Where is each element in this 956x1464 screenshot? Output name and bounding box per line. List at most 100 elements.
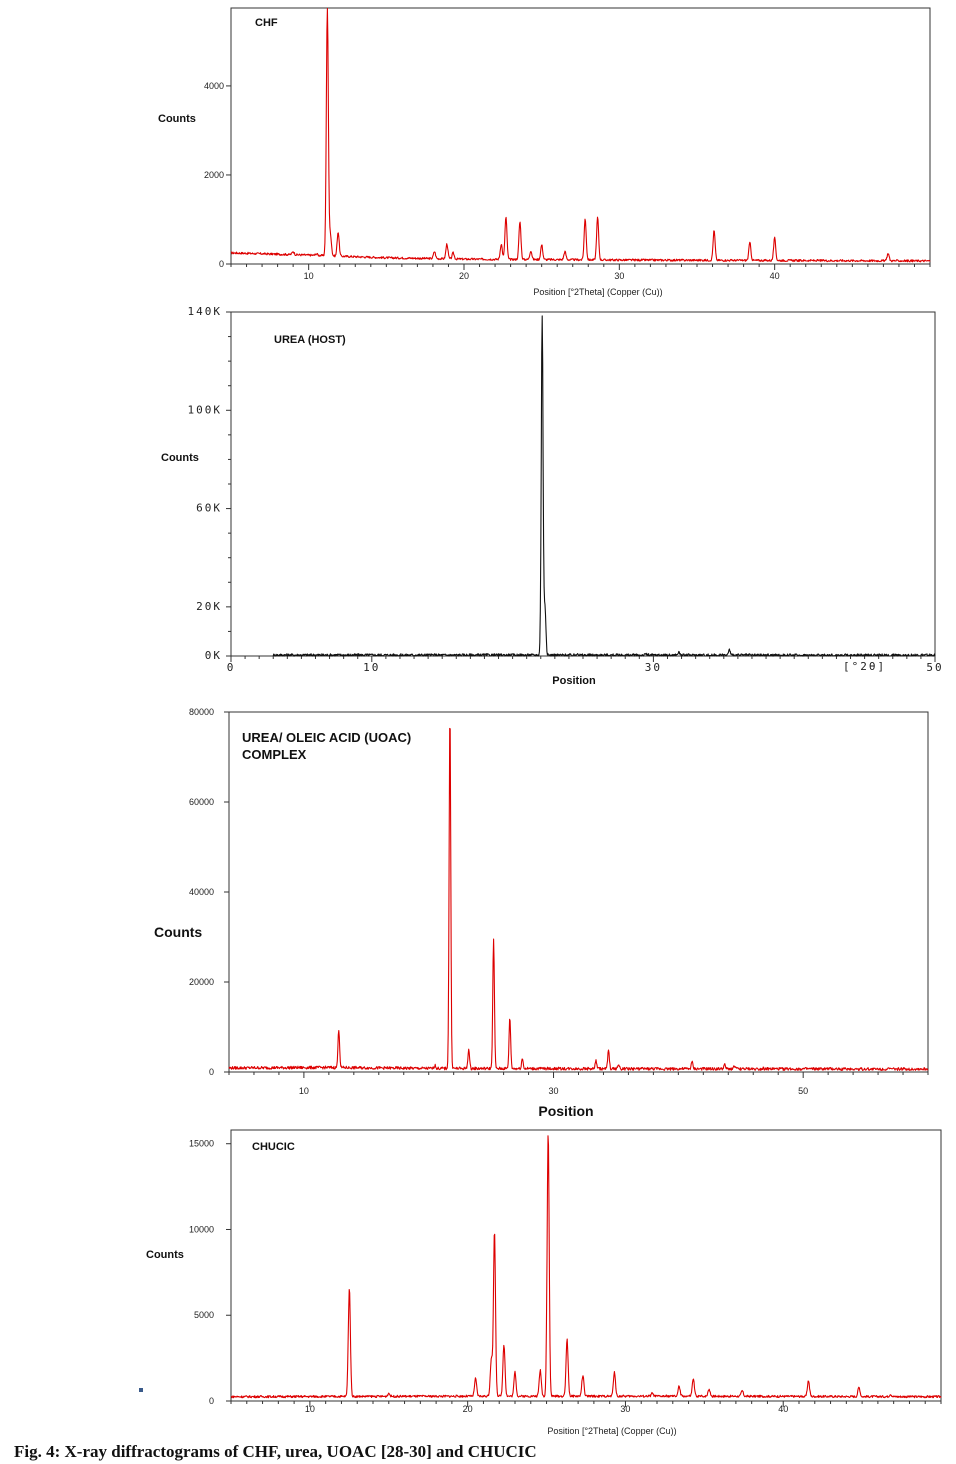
chart-title-line-1: UREA/ OLEIC ACID (UOAC) [242,730,411,745]
peak-point [693,1378,694,1379]
y-tick-label: 0 [209,1067,214,1077]
x-axis-label: Position [°2Theta] (Copper (Cu)) [533,287,662,297]
peak-point [542,316,543,317]
x-tick-label: 0 [227,661,236,674]
peak-point [434,251,435,252]
peak-point [564,251,565,252]
chart-chf: 10 20 30 40 0 2000 4000 CHF Counts Position [°… [158,7,931,297]
peak-point [888,253,889,254]
stray-marker [139,1388,143,1392]
peak-point [475,1378,476,1379]
x-tick-label: 30 [620,1404,630,1414]
x-tick-label: 10 [299,1086,309,1096]
chart-title: UREA (HOST) [274,334,346,346]
peak-point [468,1049,469,1050]
y-tick-label: 4000 [204,81,224,91]
figure-caption: Fig. 4: X-ray diffractograms of CHF, ure… [14,1442,537,1461]
plot-area: 10 20 30 40 0 2000 4000 [204,7,931,281]
peak-point [515,1371,516,1372]
peak-point [734,1065,735,1066]
y-axis-label: Counts [146,1249,184,1261]
peak-point [548,1131,549,1132]
chart-title: CHUCIC [252,1141,295,1153]
peak-point [293,251,294,252]
peak-point [530,250,531,251]
y-tick-label: 0K [205,649,222,662]
y-tick-label: 40000 [189,887,214,897]
x-tick-label: 50 [798,1086,808,1096]
peak-point [763,1067,764,1068]
peak-point [388,1393,389,1394]
plot-area: 10 20 30 40 0 5000 10000 15000 [189,1129,942,1414]
peak-point [491,1358,492,1359]
peak-point [608,1050,609,1051]
x-tick-label: 20 [463,1404,473,1414]
peak-point [544,606,545,607]
peak-point [597,217,598,218]
y-tick-label: 100K [188,403,223,416]
peak-point [327,8,328,9]
peak-point [509,1018,510,1019]
x-tick-label: 40 [770,271,780,281]
plot-frame [230,7,931,265]
x-tick-label: 30 [549,1086,559,1096]
x-tick-label: 30 [614,271,624,281]
peak-point [449,712,450,713]
peak-point [678,652,679,653]
peak-point [858,1387,859,1388]
y-tick-label: 20K [196,600,222,613]
y-axis-label: Counts [161,452,199,464]
x-axis-label: Position [552,675,596,687]
peak-point [541,244,542,245]
x-tick-label: 30 [645,661,662,674]
y-tick-label: 2000 [204,170,224,180]
peak-point [519,221,520,222]
x-axis-label: Position [°2Theta] (Copper (Cu)) [547,1426,676,1436]
peak-point [494,1231,495,1232]
peak-point [585,218,586,219]
peak-point [577,653,578,654]
x-tick-label: 20 [459,271,469,281]
plot-area: 10 30 50 0 20000 40000 60000 80000 [189,707,929,1096]
peak-point [349,1287,350,1288]
peak-point [338,1029,339,1030]
peak-point [714,230,715,231]
peak-point [749,242,750,243]
x-tick-label: 10 [363,661,380,674]
y-tick-label: 80000 [189,707,214,717]
series-line [228,727,929,1071]
x-tick-label: 10 [305,1404,315,1414]
peak-point [646,654,647,655]
x-tick-label: 40 [778,1404,788,1414]
y-tick-label: 0 [209,1396,214,1406]
peak-point [808,1380,809,1381]
peak-point [330,235,331,236]
y-axis-label: Counts [158,113,196,125]
peak-point [614,1371,615,1372]
peak-point [742,1390,743,1391]
plot-frame [228,711,929,1073]
peak-point [338,231,339,232]
peak-point [692,1062,693,1063]
peak-point [774,238,775,239]
series-line [230,7,931,263]
y-tick-label: 140K [188,305,223,318]
y-axis-label: Counts [154,924,202,940]
peak-point [729,649,730,650]
peak-point [540,1370,541,1371]
y-tick-label: 0 [219,259,224,269]
peak-point [871,654,872,655]
y-tick-label: 20000 [189,977,214,987]
peak-point [618,1064,619,1065]
y-tick-label: 60K [196,502,222,515]
peak-point [679,1386,680,1387]
peak-point [434,1065,435,1066]
peak-point [890,1394,891,1395]
peak-point [709,1388,710,1389]
chart-title: UREA/ OLEIC ACID (UOAC) COMPLEX [242,730,415,762]
chart-uoac: 10 30 50 0 20000 40000 60000 80000 UREA/ OLEIC … [154,707,929,1119]
series-line [272,315,936,657]
peak-point [316,253,317,254]
y-tick-label: 60000 [189,797,214,807]
plot-frame [230,1129,942,1402]
